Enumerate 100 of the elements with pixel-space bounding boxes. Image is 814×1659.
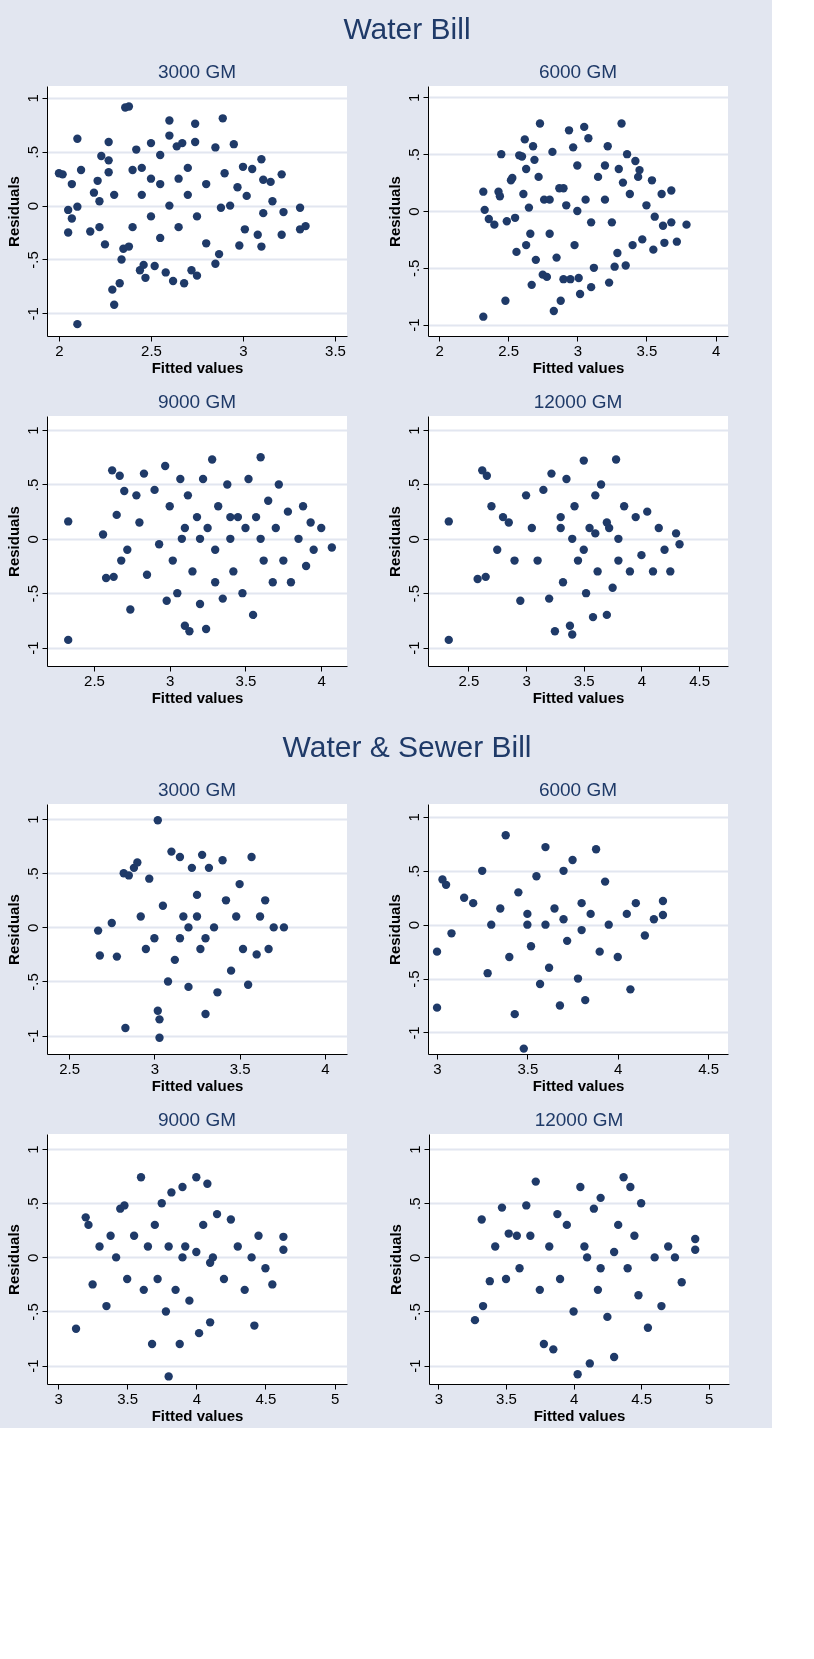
- point: [577, 898, 586, 908]
- y-tick-label: -1: [404, 641, 422, 655]
- point: [185, 1296, 194, 1305]
- x-tick-label: 3.5: [496, 1389, 517, 1407]
- y-tick-label: 1: [23, 1145, 41, 1154]
- point: [175, 934, 185, 943]
- x-tick-label: 2.5: [458, 671, 480, 689]
- point: [512, 1231, 522, 1240]
- x-tick-label: 3.5: [229, 1059, 251, 1077]
- point: [477, 1215, 486, 1224]
- point: [164, 1242, 173, 1251]
- point: [544, 963, 554, 972]
- y-tick-label: -.5: [405, 1303, 423, 1321]
- point: [577, 925, 586, 935]
- point: [209, 923, 219, 932]
- point: [441, 880, 451, 889]
- point: [535, 1285, 544, 1295]
- point: [124, 871, 133, 880]
- point: [120, 1201, 129, 1210]
- chart-title: 3000 GM: [157, 61, 237, 82]
- point: [619, 502, 629, 511]
- point: [197, 850, 207, 860]
- point: [255, 912, 265, 921]
- point: [201, 934, 210, 943]
- point: [139, 1285, 148, 1295]
- point: [123, 1274, 132, 1284]
- point: [562, 936, 572, 946]
- point: [432, 947, 442, 956]
- point: [660, 545, 669, 554]
- point: [559, 915, 568, 924]
- point: [447, 929, 456, 938]
- y-tick-label: 0: [405, 1253, 423, 1263]
- x-tick-label: 4: [569, 1389, 579, 1407]
- chart-title: 9000 GM: [157, 1109, 237, 1130]
- x-tick-label: 3: [433, 1059, 442, 1077]
- text: Water & Sewer Bill: [282, 730, 532, 763]
- point: [163, 977, 173, 986]
- point: [250, 1321, 259, 1330]
- point: [254, 1231, 263, 1240]
- point: [498, 512, 508, 522]
- y-tick-label: -.5: [404, 584, 422, 603]
- chart-title: 9000 GM: [157, 391, 237, 412]
- point: [657, 1301, 666, 1311]
- point: [526, 1231, 535, 1240]
- point: [613, 952, 622, 962]
- point: [523, 920, 532, 929]
- y-tick-label: 0: [404, 207, 422, 216]
- point: [637, 550, 646, 560]
- point: [459, 893, 469, 902]
- point: [153, 816, 162, 825]
- point: [107, 918, 116, 928]
- x-tick-label: 4: [637, 671, 647, 689]
- point: [501, 1274, 511, 1284]
- x-tick-label: 4: [321, 1059, 330, 1077]
- point: [487, 920, 496, 929]
- point: [478, 866, 487, 875]
- point: [71, 1324, 81, 1333]
- x-tick-label: 3.5: [517, 1059, 539, 1077]
- y-tick-label: .5: [23, 1197, 41, 1211]
- x-tick-label: 5: [330, 1389, 340, 1407]
- point: [167, 1188, 176, 1197]
- x-tick-label: 3: [573, 341, 582, 359]
- point: [483, 969, 492, 978]
- point: [470, 1315, 480, 1325]
- x-tick-label: 3.5: [235, 671, 257, 689]
- x-tick-label: 3: [239, 341, 248, 359]
- point: [516, 596, 525, 605]
- point: [213, 988, 222, 997]
- point: [478, 1301, 488, 1311]
- point: [238, 944, 248, 954]
- y-tick-label: 0: [404, 535, 422, 544]
- point: [158, 901, 168, 910]
- point: [608, 583, 617, 592]
- x-tick-label: 3: [54, 1389, 63, 1407]
- x-axis-title: Fitted values: [533, 1406, 626, 1424]
- x-tick-label: 3.5: [636, 341, 658, 359]
- point: [279, 1232, 288, 1241]
- point: [204, 863, 214, 873]
- point: [510, 556, 519, 565]
- point: [568, 855, 577, 865]
- y-axis-title: Residuals: [385, 176, 403, 247]
- x-tick-label: 4.5: [689, 671, 711, 689]
- point: [219, 1274, 229, 1284]
- point: [261, 896, 270, 905]
- point: [677, 1278, 686, 1287]
- point: [609, 1352, 619, 1362]
- point: [658, 910, 668, 920]
- y-tick-label: -.5: [23, 251, 41, 269]
- point: [243, 980, 253, 989]
- point: [473, 574, 482, 584]
- y-tick-label: 1: [23, 426, 41, 435]
- point: [487, 502, 496, 511]
- point: [522, 1201, 531, 1210]
- point: [631, 512, 640, 522]
- point: [648, 567, 658, 576]
- point: [212, 1209, 222, 1219]
- point: [550, 904, 559, 913]
- x-tick-label: 4.5: [255, 1389, 277, 1407]
- point: [533, 556, 542, 565]
- y-tick-label: .5: [404, 865, 422, 878]
